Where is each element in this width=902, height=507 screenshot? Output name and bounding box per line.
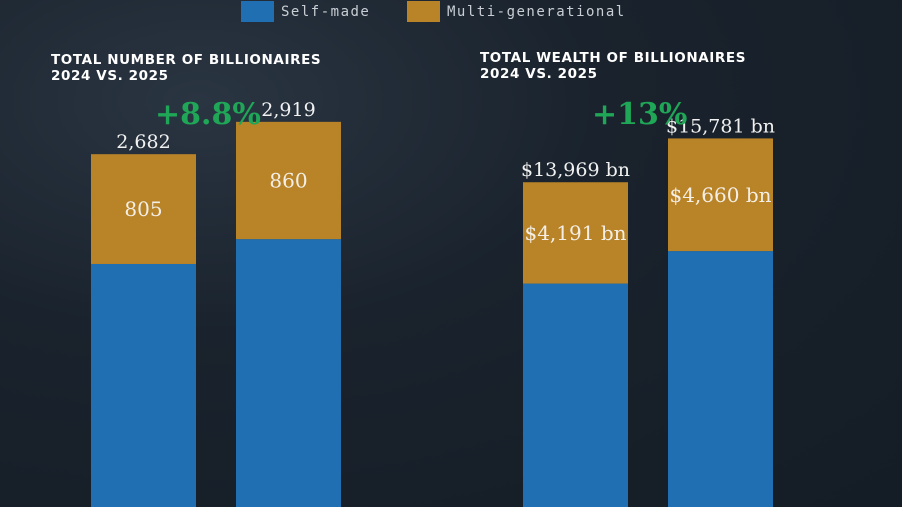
growth-label-count: +8.8% (155, 97, 261, 132)
bar-wealth-2024-multi-generational (523, 182, 628, 284)
bar-count-2025-multi-generational (236, 121, 341, 240)
bar-wealth-2025-self-made (668, 251, 773, 507)
chart-title-billionaire-count: TOTAL NUMBER OF BILLIONAIRES 2024 VS. 20… (51, 52, 321, 84)
bar-wealth-2025-multi-generational (668, 138, 773, 252)
segment-label-count-2025: 860 (269, 169, 307, 193)
chart-title-line: TOTAL WEALTH OF BILLIONAIRES (480, 50, 747, 66)
total-label-count-2024: 2,682 (116, 131, 170, 153)
chart-count: 805 2,682 860 2,919+8.8% (91, 97, 341, 507)
segment-label-wealth-2024: $4,191 bn (524, 221, 626, 245)
legend-label-multi-generational: Multi-generational (447, 4, 626, 20)
bar-count-2024-multi-generational (91, 154, 196, 264)
legend-label-self-made: Self-made (281, 4, 371, 20)
chart-title-line: TOTAL NUMBER OF BILLIONAIRES (51, 52, 322, 68)
chart-title-billionaire-wealth: TOTAL WEALTH OF BILLIONAIRES 2024 VS. 20… (480, 50, 746, 82)
legend: Self-made Multi-generational (0, 0, 902, 30)
bar-count-2024-self-made (91, 263, 196, 507)
chart-subtitle-line: 2024 VS. 2025 (480, 66, 598, 82)
segment-label-wealth-2025: $4,660 bn (669, 183, 771, 207)
chart-subtitle-line: 2024 VS. 2025 (51, 68, 169, 84)
bar-count-2025-self-made (236, 239, 341, 507)
total-label-count-2025: 2,919 (261, 99, 315, 121)
bar-wealth-2024-self-made (523, 283, 628, 507)
total-label-wealth-2024: $13,969 bn (521, 159, 630, 181)
chart-wealth: $4,191 bn $13,969 bn $4,660 bn $15,781 bn+1… (521, 97, 775, 507)
growth-label-wealth: +13% (592, 97, 687, 132)
segment-label-count-2024: 805 (124, 197, 162, 221)
legend-swatch-multi-generational (407, 1, 440, 22)
legend-swatch-self-made (241, 1, 274, 22)
total-label-wealth-2025: $15,781 bn (666, 115, 775, 137)
